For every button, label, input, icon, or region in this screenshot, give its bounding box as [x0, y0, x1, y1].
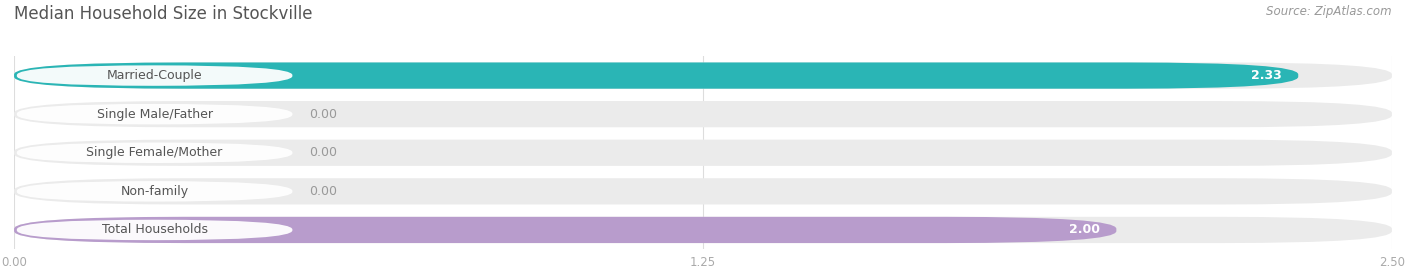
- FancyBboxPatch shape: [17, 220, 292, 240]
- FancyBboxPatch shape: [14, 62, 1392, 89]
- Text: 0.00: 0.00: [309, 108, 337, 121]
- Text: Total Households: Total Households: [101, 224, 208, 236]
- Text: 2.33: 2.33: [1251, 69, 1282, 82]
- Text: 0.00: 0.00: [309, 146, 337, 159]
- FancyBboxPatch shape: [17, 104, 292, 124]
- FancyBboxPatch shape: [14, 62, 1298, 89]
- Text: Non-family: Non-family: [121, 185, 188, 198]
- Text: Median Household Size in Stockville: Median Household Size in Stockville: [14, 5, 312, 23]
- Text: Single Female/Mother: Single Female/Mother: [87, 146, 222, 159]
- FancyBboxPatch shape: [17, 143, 292, 163]
- Text: Single Male/Father: Single Male/Father: [97, 108, 212, 121]
- FancyBboxPatch shape: [14, 178, 1392, 204]
- FancyBboxPatch shape: [14, 217, 1116, 243]
- Text: Source: ZipAtlas.com: Source: ZipAtlas.com: [1267, 5, 1392, 18]
- FancyBboxPatch shape: [14, 140, 1392, 166]
- FancyBboxPatch shape: [14, 217, 1392, 243]
- FancyBboxPatch shape: [17, 181, 292, 202]
- Text: Married-Couple: Married-Couple: [107, 69, 202, 82]
- Text: 0.00: 0.00: [309, 185, 337, 198]
- FancyBboxPatch shape: [14, 101, 1392, 127]
- FancyBboxPatch shape: [17, 65, 292, 86]
- Text: 2.00: 2.00: [1069, 224, 1099, 236]
